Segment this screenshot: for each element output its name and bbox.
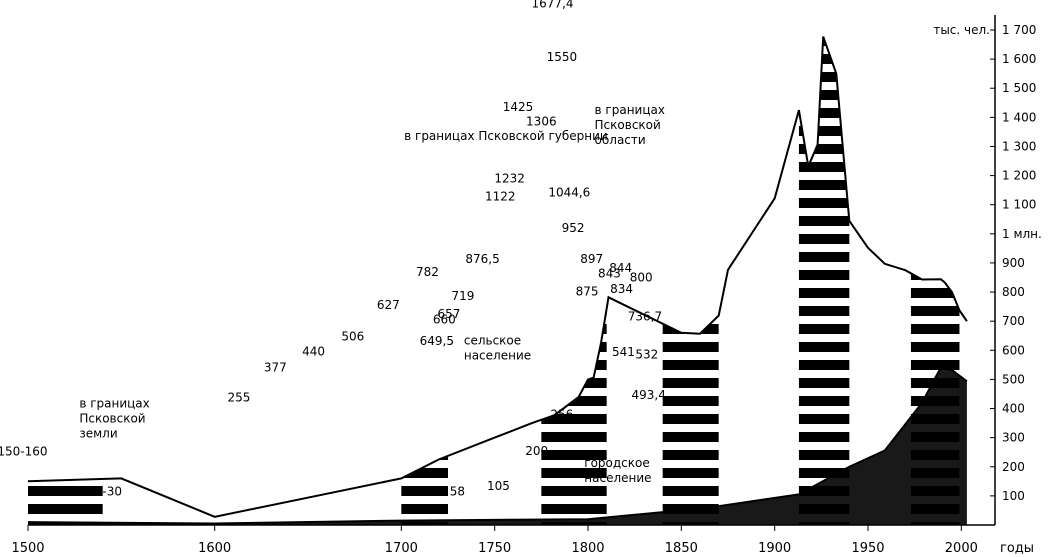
x-axis: 1500 1600 1700 1750 1800 1850 1900 1950 2000 xyxy=(11,524,995,556)
y-tick-label: 1 300 xyxy=(1002,139,1036,153)
data-label: 440 xyxy=(302,345,325,359)
x-ticks: 1500 1600 1700 1750 1800 1850 1900 1950 2000 xyxy=(11,525,978,556)
annotation-line: в границах xyxy=(79,397,149,411)
stripe-band-4 xyxy=(662,36,719,525)
y-tick-label: 100 xyxy=(1002,489,1025,503)
y-tick-label: 400 xyxy=(1002,402,1025,416)
x-tick-label: 1850 xyxy=(665,541,698,556)
data-label: 1550 xyxy=(547,50,578,64)
y-tick-label: 1 200 xyxy=(1002,169,1036,183)
annotation-line: в границах Псковской губернии xyxy=(404,129,608,143)
data-label: 256 xyxy=(550,408,573,422)
y-tick-label: 1 млн. xyxy=(1002,227,1042,241)
y-tick-label: 700 xyxy=(1002,314,1025,328)
annotation-line: Псковской xyxy=(595,118,661,132)
annotation-line: население xyxy=(584,471,651,485)
data-label: 105 xyxy=(487,479,510,493)
urban-population-line xyxy=(27,366,968,525)
annotation-line: население xyxy=(464,348,531,362)
annotation-line: сельское xyxy=(464,333,521,347)
data-label: 649,5 xyxy=(420,334,454,348)
data-label: 875 xyxy=(576,284,599,298)
x-tick-label: 1900 xyxy=(758,541,791,556)
stripe-band-5 xyxy=(798,36,850,525)
x-tick-label: 1700 xyxy=(385,541,418,556)
annotation-line: земли xyxy=(79,427,117,441)
y-tick-label: 600 xyxy=(1002,343,1025,357)
data-label: 1122 xyxy=(485,189,516,203)
annotation: в границах Псковской губернии xyxy=(404,129,608,143)
annotation-line: Псковской xyxy=(79,412,145,426)
data-label: 1425 xyxy=(503,100,534,114)
y-tick-label: 500 xyxy=(1002,372,1025,386)
data-label: 660 xyxy=(433,313,456,327)
data-label: 493,4 xyxy=(631,388,665,402)
data-label: 834 xyxy=(610,282,633,296)
annotation: сельское население xyxy=(464,333,531,362)
data-label: 150-160 xyxy=(0,445,47,459)
data-label: 952 xyxy=(562,221,585,235)
data-label: 719 xyxy=(451,289,474,303)
data-label: 1677,4 xyxy=(532,0,574,11)
x-axis-title: годы xyxy=(1000,541,1034,556)
annotation-line: городское xyxy=(584,456,649,470)
y-tick-label: 300 xyxy=(1002,431,1025,445)
x-tick-label: 1800 xyxy=(571,541,604,556)
annotation-line: в границах xyxy=(595,103,665,117)
data-label: 200 xyxy=(525,444,548,458)
urban-area-fill xyxy=(28,367,967,525)
data-label: 657 xyxy=(437,307,460,321)
x-tick-label: 1750 xyxy=(478,541,511,556)
data-label: 506 xyxy=(341,329,364,343)
data-label: 844 xyxy=(609,261,632,275)
y-tick-label: 900 xyxy=(1002,256,1025,270)
data-labels: 150-160 25-30 255 377 440 506 627 782 649,5 66065… xyxy=(0,0,666,499)
y-tick-label: 1 100 xyxy=(1002,198,1036,212)
data-label: 1306 xyxy=(526,115,557,129)
y-axis: 100 200 300 400 500 600 700 800 900 1 млн. 1 100 1 … xyxy=(990,15,1042,525)
y-ticks: 100 200 300 400 500 600 700 800 900 1 млн. 1 100 1 … xyxy=(990,23,1042,503)
total-population-line xyxy=(27,36,968,518)
data-label: 255 xyxy=(227,390,250,404)
y-tick-label: 800 xyxy=(1002,285,1025,299)
annotation: городское население xyxy=(584,456,651,485)
y-axis-title: тыс. чел. xyxy=(933,23,990,37)
y-tick-label: 200 xyxy=(1002,460,1025,474)
x-tick-label: 2000 xyxy=(945,541,978,556)
data-label: 736,7 xyxy=(628,309,662,323)
data-label: 25-30 xyxy=(87,485,122,499)
data-label: 1232 xyxy=(494,172,525,186)
data-label: 532 xyxy=(635,348,658,362)
data-label: 843 xyxy=(598,267,621,281)
series-layer xyxy=(27,36,968,525)
y-tick-label: 1 400 xyxy=(1002,110,1036,124)
data-label: 1044,6 xyxy=(548,186,590,200)
data-label: 800 xyxy=(630,270,653,284)
data-label: 377 xyxy=(264,361,287,375)
annotation-line: области xyxy=(595,133,646,147)
data-label: 541 xyxy=(612,345,635,359)
annotation: в границах Псковской области xyxy=(595,103,665,147)
x-tick-label: 1500 xyxy=(11,541,44,556)
data-label: 897 xyxy=(580,252,603,266)
data-label: 627 xyxy=(377,298,400,312)
x-tick-label: 1950 xyxy=(851,541,884,556)
data-label: 782 xyxy=(416,265,439,279)
y-tick-label: 1 500 xyxy=(1002,81,1036,95)
data-label: 58 xyxy=(450,485,465,499)
data-label: 876,5 xyxy=(465,252,499,266)
annotation: в границах Псковской земли xyxy=(79,397,149,441)
y-tick-label: 1 700 xyxy=(1002,23,1036,37)
x-tick-label: 1600 xyxy=(198,541,231,556)
y-tick-label: 1 600 xyxy=(1002,52,1036,66)
urban-population-area xyxy=(28,367,967,525)
